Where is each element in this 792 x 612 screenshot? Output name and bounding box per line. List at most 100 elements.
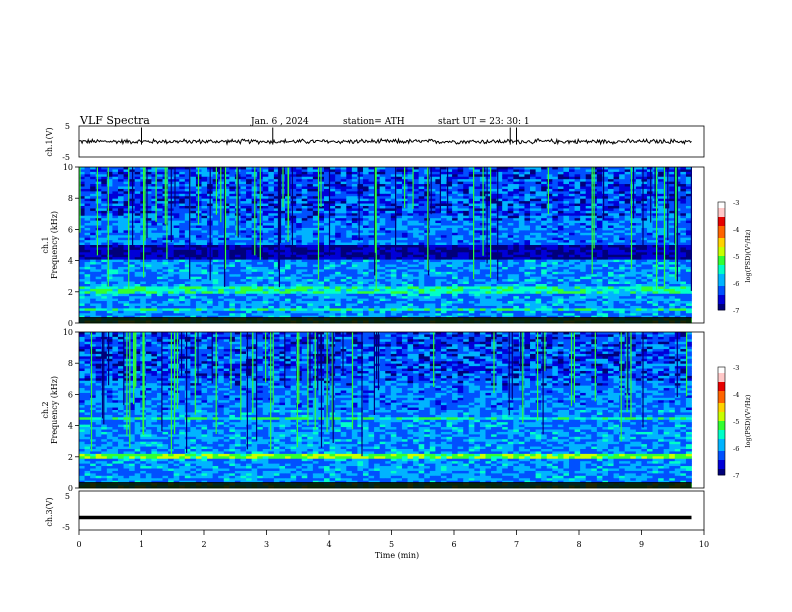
spectrogram-cell xyxy=(619,184,625,187)
spectrogram-cell xyxy=(202,204,208,207)
spectrogram-cell xyxy=(586,233,592,236)
spectrogram-cell xyxy=(608,187,614,190)
spectrogram-cell xyxy=(112,177,118,180)
spectrogram-cell xyxy=(547,228,553,231)
spectrogram-cell xyxy=(519,206,525,209)
spectrogram-cell xyxy=(552,201,558,204)
spectrogram-cell xyxy=(291,179,297,182)
spectrogram-cell xyxy=(396,233,402,236)
spectrogram-cell xyxy=(157,274,163,277)
spectrogram-cell xyxy=(112,208,118,211)
spectrogram-cell xyxy=(357,262,363,265)
spectrogram-cell xyxy=(625,247,631,250)
spectrogram-cell xyxy=(636,172,642,175)
spectrogram-cell xyxy=(536,211,542,214)
spectrogram-cell xyxy=(563,247,569,250)
spectrogram-cell xyxy=(240,174,246,177)
spectrogram-cell xyxy=(307,260,313,263)
spectrogram-cell xyxy=(402,230,408,233)
spectrogram-cell xyxy=(575,233,581,236)
spectrogram-cell xyxy=(508,252,514,255)
spectrogram-cell xyxy=(246,167,252,170)
spectrogram-cell xyxy=(575,191,581,194)
spectrogram-cell xyxy=(101,277,107,280)
spectrogram-cell xyxy=(151,250,157,253)
spectrogram-cell xyxy=(558,194,564,197)
spectrogram-cell xyxy=(447,218,453,221)
spectrogram-cell xyxy=(636,247,642,250)
spectrogram-cell xyxy=(552,172,558,175)
spectrogram-cell xyxy=(135,235,141,238)
spectrogram-cell xyxy=(586,257,592,260)
spectrogram-cell xyxy=(157,208,163,211)
spectrogram-cell xyxy=(163,245,169,248)
spectrogram-cell xyxy=(330,235,336,238)
spectrogram-cell xyxy=(447,267,453,270)
spectrogram-cell xyxy=(151,223,157,226)
spectrogram-cell xyxy=(385,172,391,175)
spectrogram-cell xyxy=(352,182,358,185)
spectrogram-cell xyxy=(458,199,464,202)
spectrogram-cell xyxy=(614,199,620,202)
spectrogram-cell xyxy=(268,221,274,224)
spectrogram-cell xyxy=(530,235,536,238)
spectrogram-cell xyxy=(419,252,425,255)
spectrogram-cell xyxy=(163,269,169,272)
spectrogram-cell xyxy=(680,226,686,229)
spectrogram-cell xyxy=(463,238,469,241)
spectrogram-cell xyxy=(369,233,375,236)
spectrogram-cell xyxy=(330,247,336,250)
spectrogram-cell xyxy=(508,265,514,268)
spectrogram-cell xyxy=(563,177,569,180)
spectrogram-cell xyxy=(608,240,614,243)
spectrogram-cell xyxy=(614,243,620,246)
spectrogram-cell xyxy=(380,274,386,277)
spectrogram-cell xyxy=(363,243,369,246)
spectrogram-cell xyxy=(558,250,564,253)
spectrogram-cell xyxy=(513,201,519,204)
spectrogram-cell xyxy=(268,255,274,258)
spectrogram-cell xyxy=(90,265,96,268)
spectrogram-cell xyxy=(452,213,458,216)
spectrogram-cell xyxy=(385,223,391,226)
spectrogram-cell xyxy=(597,199,603,202)
spectrogram-cell xyxy=(547,218,553,221)
spectrogram-cell xyxy=(263,174,269,177)
spectrogram-cell xyxy=(575,199,581,202)
spectrogram-cell xyxy=(447,243,453,246)
spectrogram-cell xyxy=(641,208,647,211)
spectrogram-cell xyxy=(174,260,180,263)
spectrogram-cell xyxy=(174,208,180,211)
spectrogram-cell xyxy=(346,260,352,263)
spectrogram-cell xyxy=(530,230,536,233)
spectrogram-cell xyxy=(190,182,196,185)
spectrogram-cell xyxy=(625,208,631,211)
spectrogram-cell xyxy=(90,228,96,231)
spectrogram-cell xyxy=(357,172,363,175)
spectrogram-cell xyxy=(213,245,219,248)
spectrogram-cell xyxy=(408,218,414,221)
spectrogram-cell xyxy=(419,174,425,177)
spectrogram-cell xyxy=(196,250,202,253)
spectrogram-cell xyxy=(419,213,425,216)
spectrogram-cell xyxy=(408,223,414,226)
spectrogram-cell xyxy=(229,167,235,170)
spectrogram-cell xyxy=(285,269,291,272)
spectrogram-cell xyxy=(447,228,453,231)
spectrogram-cell xyxy=(614,252,620,255)
spectrogram-cell xyxy=(619,240,625,243)
spectrogram-cell xyxy=(508,257,514,260)
spectrogram-cell xyxy=(391,265,397,268)
spectrogram-cell xyxy=(513,228,519,231)
spectrogram-cell xyxy=(441,213,447,216)
spectrogram-cell xyxy=(135,262,141,265)
spectrogram-cell xyxy=(680,238,686,241)
spectrogram-cell xyxy=(558,221,564,224)
spectrogram-cell xyxy=(536,206,542,209)
spectrogram-cell xyxy=(101,223,107,226)
spectrogram-cell xyxy=(552,169,558,172)
spectrogram-cell xyxy=(541,177,547,180)
spectrogram-cell xyxy=(552,204,558,207)
spectrogram-cell xyxy=(168,255,174,258)
spectrogram-cell xyxy=(90,247,96,250)
